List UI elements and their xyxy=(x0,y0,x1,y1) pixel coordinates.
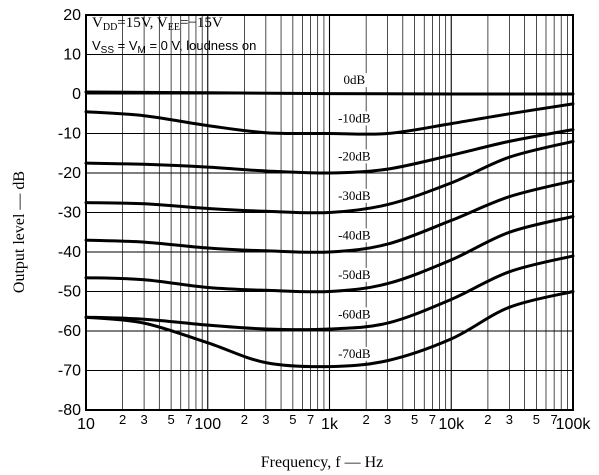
y-tick-label: -50 xyxy=(58,284,81,301)
x-tick-label-minor: 7 xyxy=(551,412,558,427)
curve-label-70db: -70dB xyxy=(338,346,371,361)
curve-50db xyxy=(84,215,575,294)
y-tick-label: -70 xyxy=(58,363,81,380)
x-tick-label-minor: 3 xyxy=(262,412,269,427)
curve-40db xyxy=(84,179,575,254)
x-tick-label-major: 1k xyxy=(321,416,339,433)
y-tick-label: 0 xyxy=(72,86,81,103)
condition-line-1: VDD=15V, VEE=−15V xyxy=(92,15,223,33)
curves xyxy=(84,90,575,369)
y-tick-label: -60 xyxy=(58,323,81,340)
x-tick-label-minor: 3 xyxy=(140,412,147,427)
x-tick-label-minor: 3 xyxy=(384,412,391,427)
condition-line-2: VSS = VM = 0 V, loudness on xyxy=(92,38,256,56)
x-tick-label-minor: 5 xyxy=(289,412,296,427)
x-tick-label-minor: 5 xyxy=(533,412,540,427)
x-tick-label-minor: 2 xyxy=(241,412,248,427)
x-tick-label-major: 100 xyxy=(194,416,221,433)
y-tick-label: 20 xyxy=(63,7,81,24)
curve-label-20db: -20dB xyxy=(338,148,371,163)
y-tick-labels: 20 10 0 -10 -20 -30 -40 -50 -60 -70 -80 xyxy=(58,7,81,419)
curve-label-background xyxy=(330,346,379,361)
curve-label-0db: 0dB xyxy=(344,72,366,87)
y-tick-label: -10 xyxy=(58,126,81,143)
curve-label-60db: -60dB xyxy=(338,306,371,321)
y-tick-label: -80 xyxy=(58,402,81,419)
curve-70db xyxy=(84,290,575,369)
x-tick-label-major: 10 xyxy=(77,416,95,433)
curve-label-50db: -50dB xyxy=(338,267,371,282)
x-tick-label-minor: 5 xyxy=(167,412,174,427)
x-tick-label-minor: 2 xyxy=(363,412,370,427)
y-tick-label: -40 xyxy=(58,244,81,261)
curve-label-background xyxy=(330,228,379,243)
y-axis-label: Output level — dB xyxy=(11,171,28,293)
y-tick-label: -30 xyxy=(58,205,81,222)
x-tick-label-minor: 7 xyxy=(429,412,436,427)
curve-label-background xyxy=(330,188,379,203)
curve-20db xyxy=(84,128,575,175)
x-tick-label-minor: 3 xyxy=(506,412,513,427)
curve-label-background xyxy=(330,307,379,322)
curve-label-30db: -30dB xyxy=(338,188,371,203)
x-tick-label-minor: 2 xyxy=(484,412,491,427)
x-tick-label-minor: 5 xyxy=(411,412,418,427)
y-tick-label: -20 xyxy=(58,165,81,182)
plot-frame xyxy=(85,14,574,411)
curve-label-40db: -40dB xyxy=(338,227,371,242)
curve-label-10db: -10dB xyxy=(338,110,371,125)
x-tick-label-minor: 2 xyxy=(119,412,126,427)
x-tick-label-minor: 7 xyxy=(185,412,192,427)
y-tick-label: 10 xyxy=(63,47,81,64)
curve-labels: 0dB -10dB -20dB -30dB -40dB -50dB -60dB -70dB xyxy=(330,72,379,361)
curve-label-background xyxy=(330,73,379,88)
curve-10db xyxy=(84,102,575,136)
x-axis-label: Frequency, f — Hz xyxy=(261,454,383,471)
x-tick-label-major: 10k xyxy=(438,416,465,433)
curve-label-background xyxy=(330,267,379,282)
curve-30db xyxy=(84,139,575,215)
curve-label-background xyxy=(330,111,379,126)
curve-0db xyxy=(84,90,575,96)
curve-label-background xyxy=(330,149,379,164)
x-tick-label-major: 100k xyxy=(556,416,592,433)
x-tick-label-minor: 7 xyxy=(307,412,314,427)
curve-60db xyxy=(84,254,575,332)
